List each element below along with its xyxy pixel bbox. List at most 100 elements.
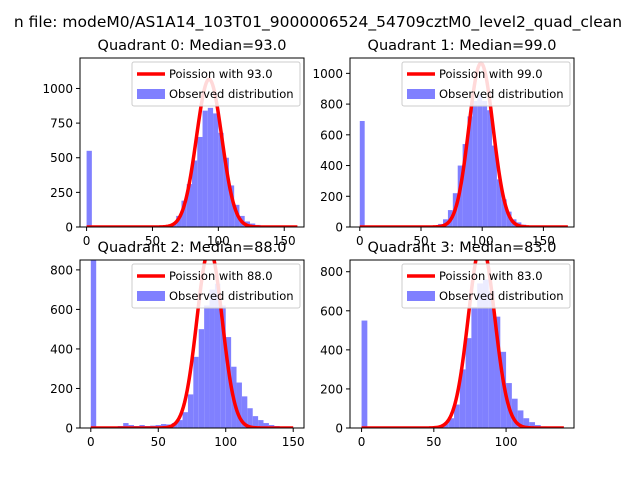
quadrant-1-bar-11	[487, 110, 492, 227]
quadrant-1-bar-12	[491, 145, 497, 227]
quadrant-3-ytick-label-0: 0	[335, 422, 343, 436]
quadrant-2-legend: Poission with 88.0 Observed distribution	[131, 263, 301, 309]
quadrant-3-bar-16	[529, 422, 535, 428]
quadrant-3-bar-3	[454, 404, 460, 428]
quadrant-3-subplot: 0 50 100 0 200 400 600 800 Quadrant 3: Median=83…	[320, 240, 575, 449]
quadrant-3-legend-bars-swatch	[407, 291, 435, 301]
quadrant-2-bar-13	[182, 412, 188, 428]
quadrant-3-bar-5	[465, 338, 472, 428]
quadrant-0-ytick-label-2: 500	[50, 151, 73, 165]
quadrant-2-xtick-label-3: 150	[282, 435, 305, 449]
quadrant-3-ytick-label-4: 800	[320, 265, 343, 279]
quadrant-1-bar-14	[501, 199, 507, 227]
quadrant-1-ytick-label-5: 1000	[312, 67, 343, 81]
quadrant-2-legend-curve-label: Poission with 88.0	[169, 269, 273, 283]
quadrant-0-bar-10	[218, 132, 224, 227]
quadrant-2-ytick-label-2: 400	[50, 342, 73, 356]
quadrant-1-title: Quadrant 1: Median=99.0	[368, 38, 557, 54]
quadrant-1-legend: Poission with 99.0 Observed distribution	[401, 61, 571, 107]
quadrant-2-ytick-label-3: 600	[50, 303, 73, 317]
quadrant-1-bar-13	[496, 179, 502, 227]
quadrant-2-xtick-label-2: 100	[214, 435, 237, 449]
quadrant-1-xtick-label-1: 50	[413, 234, 428, 248]
quadrant-2-ytick-label-1: 200	[50, 382, 73, 396]
quadrant-0-xtick-label-1: 50	[145, 234, 160, 248]
quadrant-3-title: Quadrant 3: Median=83.0	[368, 240, 557, 256]
quadrant-1-axes-frame	[349, 57, 575, 228]
quadrant-2-xtick-label-1: 50	[151, 435, 166, 449]
quadrant-2-bar-20	[220, 305, 226, 428]
quadrant-0-bar-5	[192, 160, 198, 227]
quadrant-3-bar-6	[471, 306, 478, 428]
quadrant-3-xtick-label-1: 50	[426, 435, 441, 449]
quadrant-2-title: Quadrant 2: Median=88.0	[98, 240, 287, 256]
quadrant-1-ytick-label-2: 400	[320, 159, 343, 173]
quadrant-1-bar-0	[359, 120, 365, 227]
quadrant-0-bar-9	[213, 113, 219, 227]
quadrant-1-bar-6	[462, 144, 468, 227]
quadrant-0-bar-11	[223, 157, 229, 227]
quadrant-3-bar-13	[511, 398, 518, 428]
quadrant-2-bar-27	[258, 420, 264, 428]
quadrant-3-bar-14	[517, 410, 524, 428]
quadrant-0-bar-3	[181, 200, 187, 227]
quadrant-0-legend-bars-swatch	[137, 89, 165, 99]
quadrant-1-legend-box	[401, 61, 571, 107]
quadrant-0-bar-12	[228, 185, 235, 227]
quadrant-0-ytick-label-3: 750	[50, 117, 73, 131]
quadrant-2-bar-0	[90, 260, 97, 428]
quadrant-3-bar-10	[494, 316, 501, 428]
quadrant-2-axes-frame	[79, 259, 305, 429]
quadrant-0-ytick-label-0: 0	[65, 221, 73, 235]
quadrant-1-ytick-label-4: 800	[320, 98, 343, 112]
quadrant-1-legend-curve-label: Poission with 99.0	[439, 67, 543, 81]
quadrant-3-ytick-label-3: 600	[320, 304, 343, 318]
quadrant-0-legend-bars-label: Observed distribution	[169, 87, 294, 101]
quadrant-2-bar-2	[123, 423, 129, 428]
quadrant-3-bar-9	[488, 291, 495, 428]
quadrant-2-xtick-label-0: 0	[87, 435, 95, 449]
quadrant-0-xtick-label-0: 0	[83, 234, 91, 248]
quadrant-3-legend-bars-label: Observed distribution	[439, 289, 564, 303]
quadrant-0-legend: Poission with 93.0 Observed distribution	[131, 61, 301, 107]
quadrant-2-bar-26	[252, 416, 259, 428]
quadrant-3-bar-2	[448, 418, 455, 428]
quadrant-0-ytick-label-4: 1000	[42, 82, 73, 96]
quadrant-1-subplot: 0 50 100 150 0 200 400 600 800 1000 Quadrant 1: Me…	[312, 38, 575, 248]
quadrant-2-bar-14	[187, 394, 194, 428]
quadrant-2-ytick-label-4: 800	[50, 263, 73, 277]
quadrant-3-bar-0	[361, 320, 368, 428]
quadrant-1-legend-bars-label: Observed distribution	[439, 87, 564, 101]
quadrant-2-bar-25	[247, 408, 253, 428]
quadrant-0-bar-4	[186, 184, 192, 227]
quadrant-3-legend-box	[401, 263, 571, 309]
quadrant-0-bar-8	[207, 107, 214, 227]
quadrant-1-ytick-label-3: 600	[320, 128, 343, 142]
quadrant-2-bar-18	[209, 289, 215, 428]
quadrant-0-bar-0	[86, 150, 92, 227]
quadrant-0-axes-frame	[79, 57, 305, 228]
quadrant-1-bar-8	[472, 101, 478, 227]
quadrant-3-ytick-label-1: 200	[320, 382, 343, 396]
quadrant-2-bar-23	[236, 382, 242, 428]
quadrant-2-legend-box	[131, 263, 301, 309]
quadrant-1-ytick-label-0: 0	[335, 221, 343, 235]
quadrant-2-bar-21	[225, 337, 232, 428]
quadrant-0-title: Quadrant 0: Median=93.0	[98, 38, 287, 54]
quadrant-2-bar-16	[198, 329, 205, 428]
quadrant-2-ytick-label-0: 0	[65, 422, 73, 436]
quadrant-1-ytick-label-1: 200	[320, 190, 343, 204]
quadrant-0-bar-7	[202, 110, 208, 227]
quadrant-1-bar-9	[477, 94, 483, 227]
quadrant-3-bar-4	[459, 369, 466, 428]
quadrant-3-xtick-label-0: 0	[358, 435, 366, 449]
quadrant-3-ytick-label-2: 400	[320, 343, 343, 357]
quadrant-3-bar-7	[477, 283, 483, 428]
quadrant-2-legend-bars-swatch	[137, 291, 165, 301]
quadrant-1-xtick-label-2: 100	[471, 234, 494, 248]
quadrant-2-legend-bars-label: Observed distribution	[169, 289, 294, 303]
quadrant-1-xtick-label-0: 0	[356, 234, 364, 248]
quadrant-3-bar-1	[442, 424, 449, 428]
figure-suptitle: n file: modeM0/AS1A14_103T01_9000006524_…	[14, 13, 622, 32]
